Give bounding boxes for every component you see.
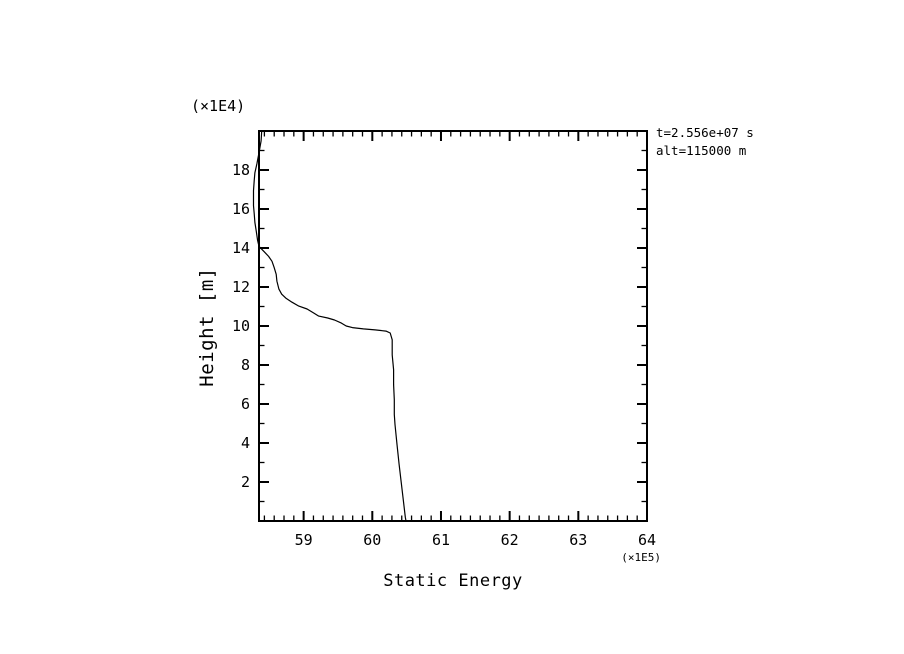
y-tick-label: 12	[232, 278, 250, 296]
x-axis-scale-note: (×1E5)	[621, 551, 661, 564]
x-tick-label: 62	[501, 531, 519, 549]
y-tick-label: 16	[232, 200, 250, 218]
x-axis-tick-labels: 59 60 61 62 63 64	[295, 531, 656, 549]
y-tick-label: 14	[232, 239, 250, 257]
y-tick-label: 8	[241, 356, 250, 374]
y-axis-title: Height [m]	[196, 267, 218, 386]
y-axis-ticks	[260, 149, 646, 503]
x-axis-ticks	[263, 132, 648, 520]
y-tick-label: 6	[241, 395, 250, 413]
x-tick-label: 64	[638, 531, 656, 549]
annotation-time: t=2.556e+07 s	[656, 125, 754, 140]
x-axis-title: Static Energy	[383, 571, 523, 591]
plot-frame	[258, 130, 648, 522]
x-tick-label: 60	[363, 531, 381, 549]
x-tick-label: 59	[295, 531, 313, 549]
y-axis-tick-labels: 2 4 6 8 10 12 14 16 18	[232, 161, 250, 491]
y-tick-label: 10	[232, 317, 250, 335]
y-tick-label: 18	[232, 161, 250, 179]
y-axis-scale-note: (×1E4)	[191, 97, 245, 115]
y-tick-label: 4	[241, 434, 250, 452]
x-tick-label: 63	[569, 531, 587, 549]
data-series-line	[252, 130, 407, 522]
x-tick-label: 61	[432, 531, 450, 549]
y-tick-label: 2	[241, 473, 250, 491]
annotation-altitude: alt=115000 m	[656, 143, 746, 158]
